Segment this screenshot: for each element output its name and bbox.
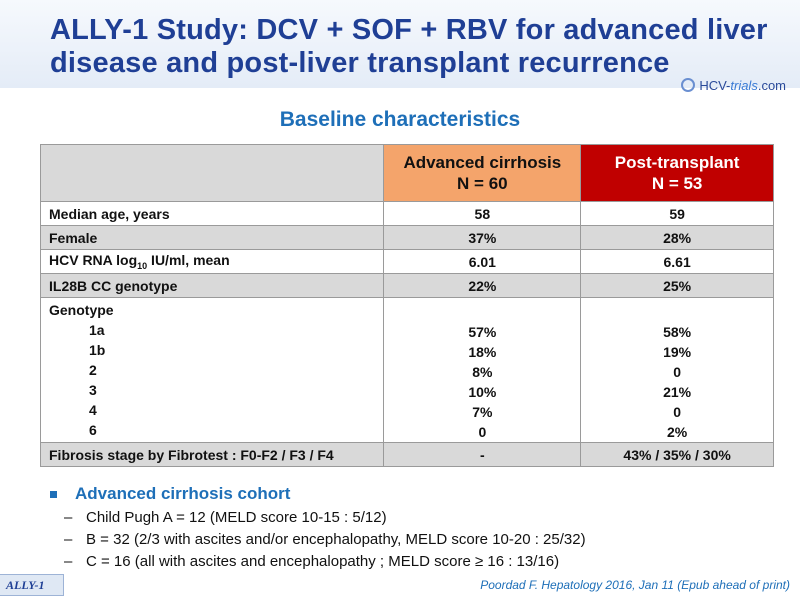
genotype-subtype: 6	[89, 422, 97, 438]
table-row: Fibrosis stage by Fibrotest : F0-F2 / F3…	[39, 442, 774, 467]
sub-bullet: – C = 16 (all with ascites and encephalo…	[50, 550, 790, 572]
genotype-value: 21%	[663, 384, 692, 400]
genotype-value: 0	[478, 424, 487, 440]
row-value-ac: 37%	[383, 225, 582, 250]
table-header-row: Advanced cirrhosis N = 60 Post-transplan…	[39, 144, 774, 202]
dash-bullet-icon: –	[64, 530, 73, 548]
genotype-values-ac: 57% 18% 8% 10% 7% 0	[383, 297, 582, 443]
cohort-bullets: Advanced cirrhosis cohort – Child Pugh A…	[50, 482, 790, 572]
logo-text: HCV-trials.com	[699, 77, 786, 93]
header-advanced-cirrhosis: Advanced cirrhosis N = 60	[383, 144, 582, 202]
genotype-value: 0	[673, 404, 681, 420]
row-value-pt: 28%	[580, 225, 774, 250]
row-value-pt: 43% / 35% / 30%	[580, 442, 774, 467]
row-label: Median age, years	[39, 201, 385, 226]
header-pt-n: N = 53	[651, 174, 703, 193]
bullet-heading: Advanced cirrhosis cohort	[50, 482, 790, 506]
genotype-value: 7%	[472, 404, 493, 420]
genotype-value: 58%	[663, 324, 692, 340]
genotype-label-cell: Genotype 1a 1b 2 3 4 6	[39, 297, 385, 443]
genotype-subtype: 1a	[89, 322, 105, 338]
table-row: Median age, years 58 59	[39, 201, 774, 226]
sub-bullet-text: Child Pugh A = 12 (MELD score 10-15 : 5/…	[86, 508, 387, 526]
row-value-ac: 58	[383, 201, 582, 226]
square-bullet-icon	[50, 490, 57, 498]
baseline-table: Advanced cirrhosis N = 60 Post-transplan…	[39, 144, 774, 467]
table-row: IL28B CC genotype 22% 25%	[39, 273, 774, 298]
genotype-subtype: 2	[89, 362, 97, 378]
genotype-subtype: 3	[89, 382, 97, 398]
dash-bullet-icon: –	[64, 508, 73, 526]
row-value-pt: 6.61	[580, 249, 774, 274]
genotype-row: Genotype 1a 1b 2 3 4 6 57% 18% 8% 10% 7%…	[39, 297, 774, 443]
row-label: HCV RNA log10 IU/ml, mean	[39, 249, 385, 274]
row-value-ac: 6.01	[383, 249, 582, 274]
header-blank-cell	[39, 144, 385, 202]
genotype-subtype: 1b	[89, 342, 106, 358]
row-label: Female	[39, 225, 385, 250]
dash-bullet-icon: –	[64, 552, 73, 570]
sub-bullet: – B = 32 (2/3 with ascites and/or enceph…	[50, 528, 790, 550]
row-value-pt: 59	[580, 201, 774, 226]
row-label: IL28B CC genotype	[39, 273, 385, 298]
header-band	[0, 0, 800, 88]
sub-bullet-text: C = 16 (all with ascites and encephalopa…	[86, 552, 560, 570]
table-subtitle: Baseline characteristics	[279, 108, 521, 131]
genotype-values-pt: 58% 19% 0 21% 0 2%	[580, 297, 774, 443]
bullet-heading-text: Advanced cirrhosis cohort	[75, 484, 291, 503]
table-row: HCV RNA log10 IU/ml, mean 6.01 6.61	[39, 249, 774, 274]
slide-title: ALLY-1 Study: DCV + SOF + RBV for advanc…	[50, 14, 768, 79]
logo-icon	[681, 78, 696, 92]
genotype-value: 18%	[468, 344, 497, 360]
genotype-value: 57%	[468, 324, 497, 340]
hcv-trials-logo: HCV-trials.com	[681, 74, 786, 96]
row-value-pt: 25%	[580, 273, 774, 298]
reference-citation: Poordad F. Hepatology 2016, Jan 11 (Epub…	[480, 578, 790, 592]
row-value-ac: 22%	[383, 273, 582, 298]
header-ac-n: N = 60	[457, 174, 508, 193]
row-value-ac: -	[383, 442, 582, 467]
study-tag: ALLY-1	[0, 574, 64, 596]
header-ac-label: Advanced cirrhosis	[403, 153, 562, 172]
sub-bullet-text: B = 32 (2/3 with ascites and/or encephal…	[86, 530, 586, 548]
genotype-value: 10%	[468, 384, 497, 400]
genotype-label: Genotype	[49, 302, 114, 318]
header-post-transplant: Post-transplant N = 53	[580, 144, 774, 202]
header-pt-label: Post-transplant	[614, 153, 740, 172]
sub-bullet: – Child Pugh A = 12 (MELD score 10-15 : …	[50, 506, 790, 528]
genotype-value: 19%	[663, 344, 692, 360]
genotype-value: 2%	[666, 424, 688, 440]
row-label: Fibrosis stage by Fibrotest : F0-F2 / F3…	[39, 442, 385, 467]
genotype-value: 0	[673, 364, 681, 380]
genotype-subtype: 4	[89, 402, 97, 418]
table-row: Female 37% 28%	[39, 225, 774, 250]
genotype-value: 8%	[472, 364, 493, 380]
